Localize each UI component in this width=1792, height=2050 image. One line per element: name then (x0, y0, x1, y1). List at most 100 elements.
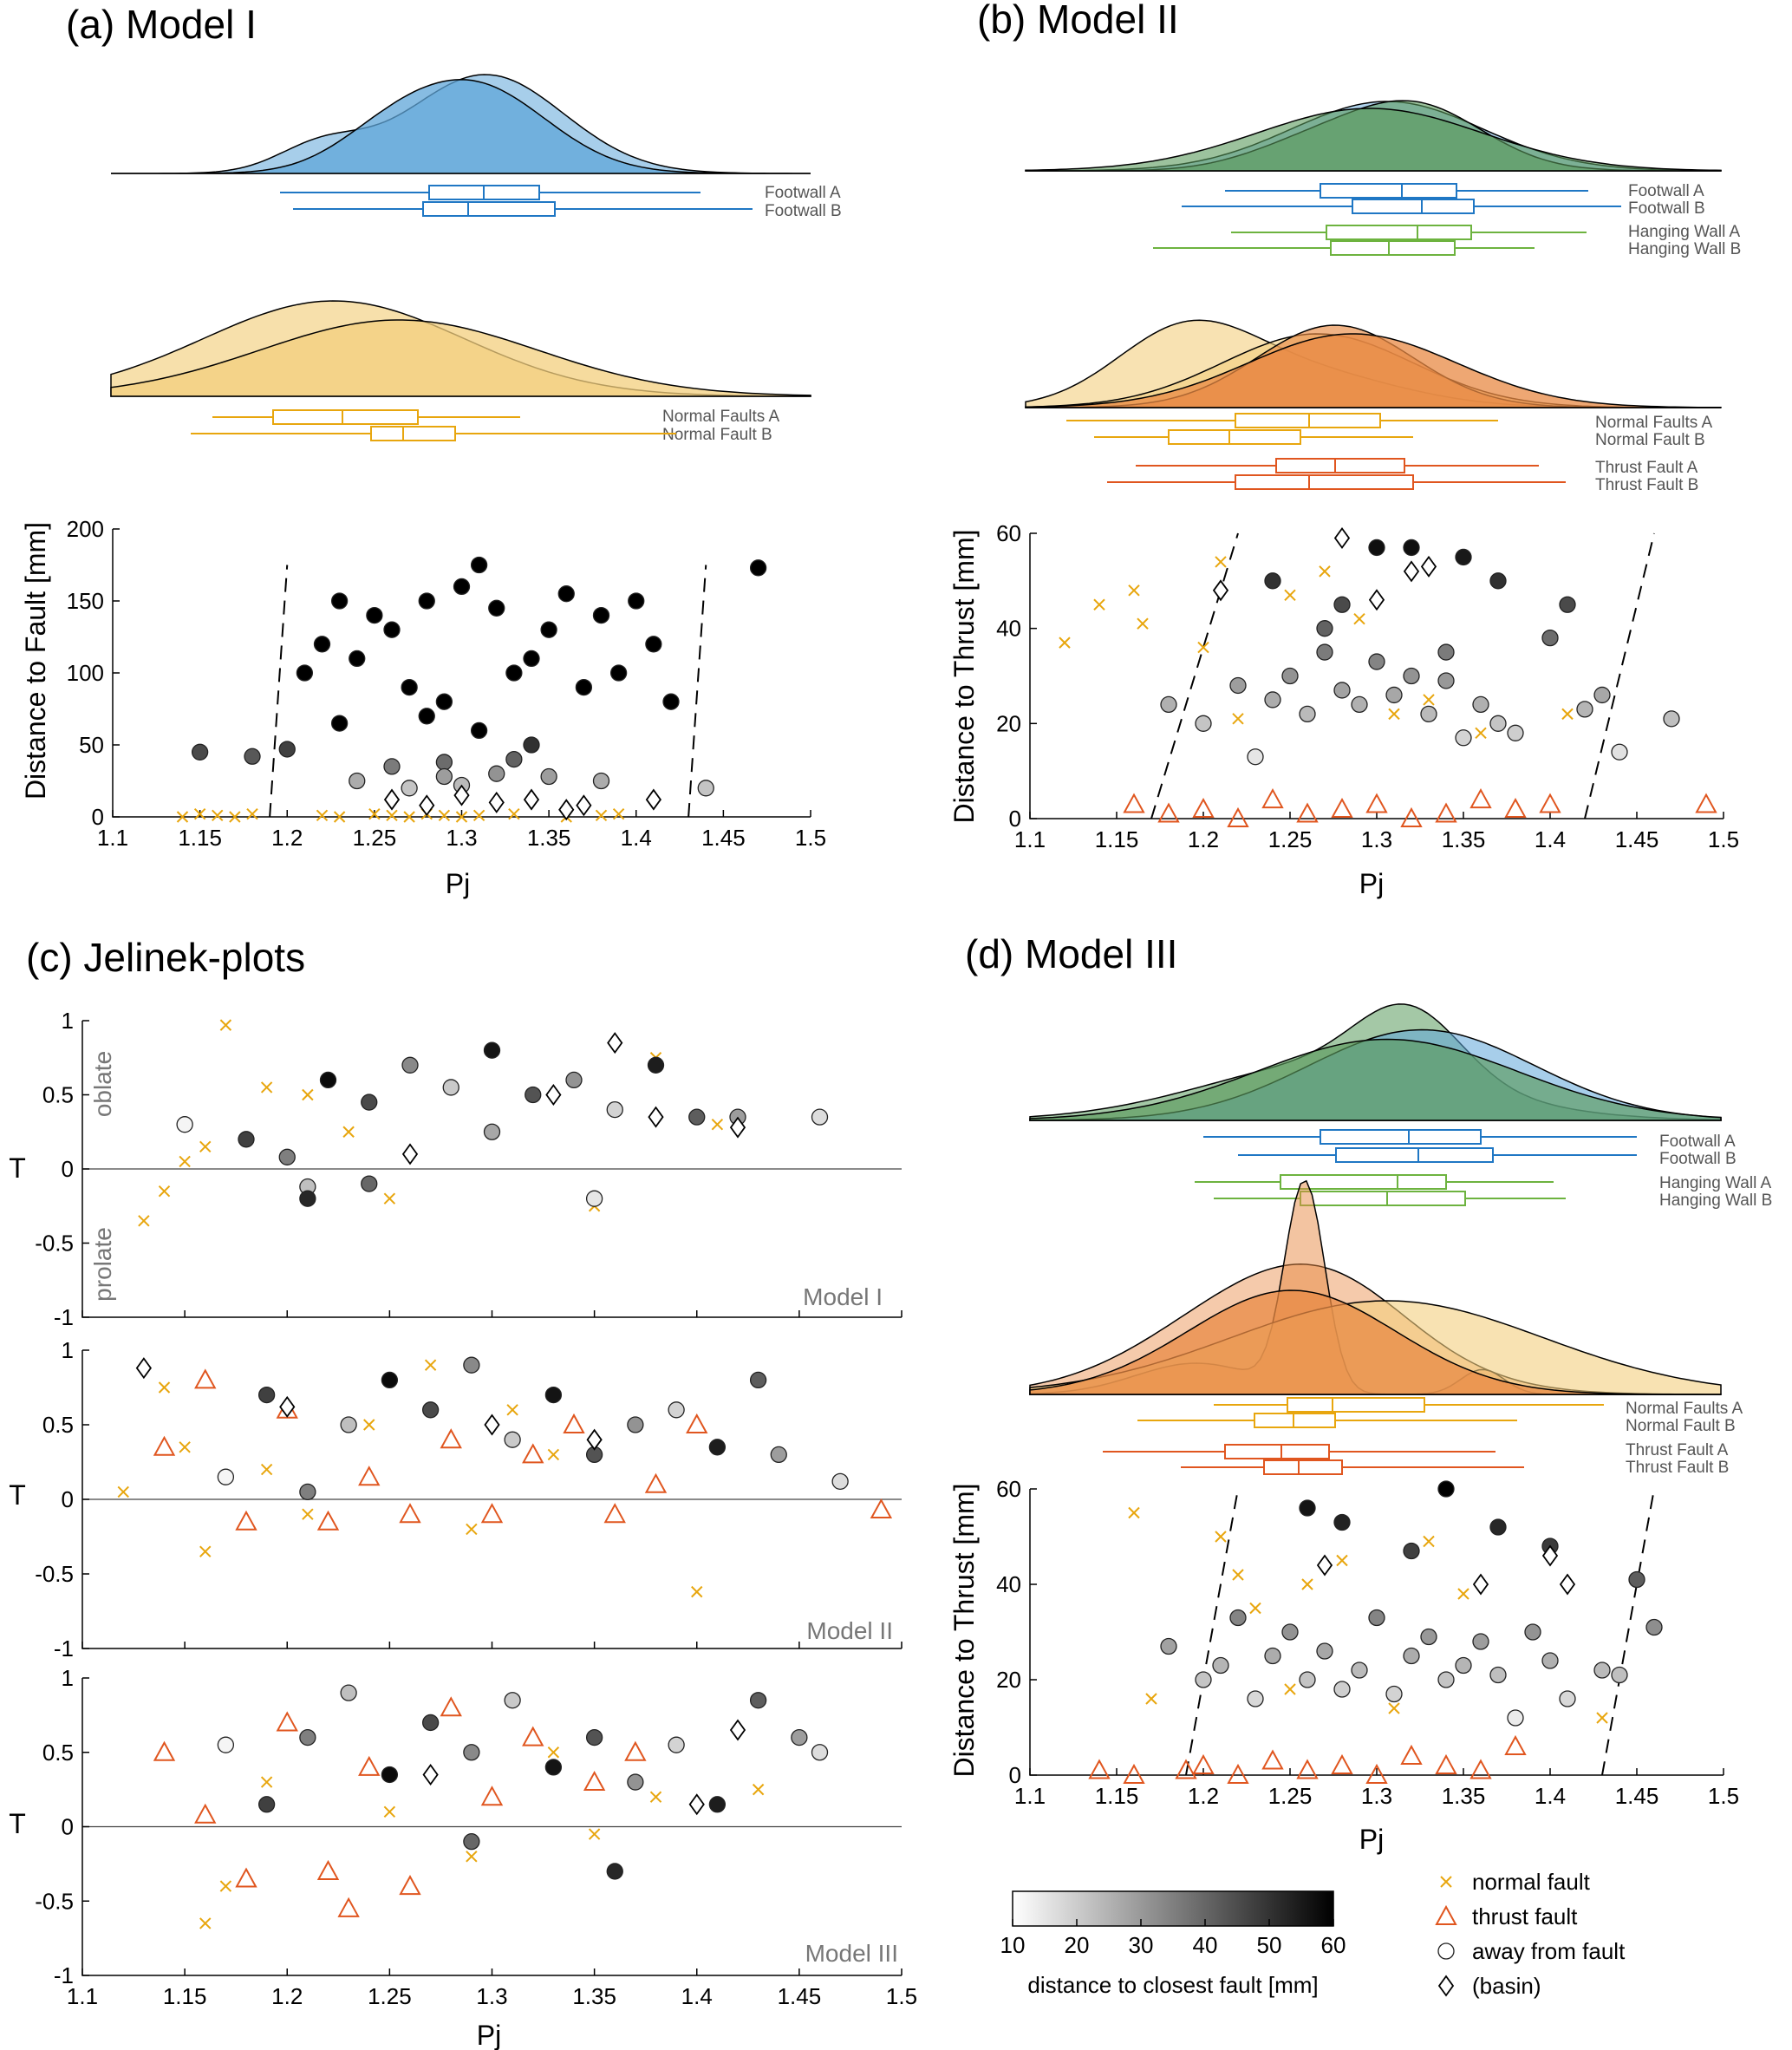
data-point (1420, 1628, 1437, 1646)
thrust-fault-point (1331, 1753, 1353, 1774)
data-point (1264, 1647, 1281, 1665)
basin-point (607, 1032, 623, 1054)
boxplot (280, 185, 701, 200)
data-point (627, 1416, 644, 1433)
data-point (340, 1416, 357, 1433)
data-point (1472, 1633, 1489, 1650)
thrust-fault-point (399, 1503, 421, 1524)
normal-fault-point (302, 1508, 314, 1520)
data-point (749, 559, 767, 577)
normal-fault-point (595, 809, 608, 822)
normal-fault-point (199, 1917, 212, 1929)
data-point (1437, 1942, 1455, 1960)
x-tick-label: 1.1 (97, 825, 128, 851)
thrust-fault-point (194, 1803, 217, 1824)
data-point (1351, 695, 1368, 714)
basin-point (523, 788, 540, 811)
data-point (361, 1175, 378, 1192)
legend-label: normal fault (1472, 1869, 1591, 1895)
colorbar-tick-label: 50 (1257, 1932, 1282, 1958)
panel-d-xlabel: Pj (1359, 1824, 1384, 1855)
data-point (470, 556, 488, 574)
data-point (453, 578, 471, 596)
x-tick-label: 1.2 (271, 825, 303, 851)
y-tick-label: 100 (67, 660, 104, 686)
y-tick-label: 0 (62, 1486, 74, 1512)
normal-fault-point (368, 807, 381, 820)
normal-fault-point (1284, 1683, 1296, 1695)
thrust-fault-point (153, 1435, 176, 1456)
box (1326, 225, 1472, 240)
x-tick-label: 1.4 (1535, 1783, 1566, 1809)
thrust-fault-point (1365, 793, 1388, 813)
thrust-fault-point (1469, 1759, 1492, 1779)
normal-fault-point (179, 1441, 191, 1453)
scatter-panel-c1: 1 0.5 0 -0.5 -1 (35, 1008, 903, 1330)
data-point (1559, 596, 1576, 613)
boundary-dashed-line (1150, 532, 1239, 819)
thrust-fault-point (1539, 793, 1561, 813)
normal-fault-point (302, 1088, 314, 1101)
thrust-fault-point (399, 1875, 421, 1896)
data-point (1489, 715, 1507, 732)
boundary-dashed-line (1584, 532, 1655, 819)
thrust-fault-point (583, 1770, 606, 1792)
boxplot (1153, 240, 1535, 256)
y-tick-label: 60 (996, 1476, 1021, 1502)
colorbar (1012, 1890, 1334, 1927)
data-point (523, 736, 540, 754)
colorbar-tick-label: 30 (1129, 1932, 1154, 1958)
basin-point (1368, 589, 1385, 611)
data-point (1507, 1709, 1524, 1727)
normal-fault-point (649, 1791, 662, 1803)
data-point (557, 585, 575, 603)
model-label: Model II (806, 1617, 893, 1644)
data-point (401, 678, 418, 696)
boxplot (1066, 413, 1498, 428)
data-point (1524, 1623, 1541, 1641)
panel-c-title: (c) Jelinek-plots (26, 935, 305, 980)
data-point (401, 1056, 419, 1074)
data-point (442, 1079, 459, 1096)
density-curve (1025, 333, 1722, 408)
boxplot (1181, 1459, 1524, 1475)
data-point (585, 1728, 603, 1746)
basin-point (1403, 560, 1420, 583)
data-point (708, 1439, 727, 1456)
data-point (244, 748, 261, 765)
colorbar-tick-label: 60 (1321, 1932, 1346, 1958)
normal-fault-point (1232, 1569, 1244, 1581)
jelinek-t-label: T (9, 1152, 26, 1184)
normal-fault-point (588, 1828, 601, 1840)
basin-point (1420, 555, 1437, 578)
boxplot (1195, 1174, 1554, 1190)
thrust-fault-point (1123, 1763, 1145, 1784)
data-point (381, 1766, 399, 1784)
data-point (361, 1094, 378, 1111)
data-point (191, 743, 209, 761)
normal-fault-point (1137, 617, 1149, 630)
boxplot (293, 201, 753, 217)
data-point (1663, 710, 1680, 728)
box (370, 426, 456, 441)
data-point (1611, 743, 1628, 761)
normal-fault-point (193, 807, 206, 820)
boxplot (1103, 1444, 1496, 1459)
x-tick-label: 1.15 (178, 825, 222, 851)
density-curve (111, 79, 811, 174)
y-tick-label: 1 (62, 1337, 74, 1363)
data-point (383, 621, 401, 638)
box (1235, 413, 1381, 428)
thrust-fault-point (1400, 806, 1423, 827)
scatter-panel-b: 1.1 1.15 1.2 1.25 1.3 1.35 1.4 1.45 1.5 0 20 40 60 (996, 520, 1739, 852)
data-point (505, 664, 523, 682)
data-point (257, 1386, 276, 1404)
box-label: Normal Faults A (662, 408, 779, 426)
data-point (606, 1100, 623, 1119)
box (1287, 1397, 1425, 1413)
normal-fault-point (260, 1463, 273, 1476)
normal-fault-point (1336, 1554, 1348, 1567)
box-label: Hanging Wall A (1628, 223, 1741, 241)
box-label: Normal Fault B (1626, 1417, 1736, 1435)
data-point (1541, 1652, 1559, 1669)
